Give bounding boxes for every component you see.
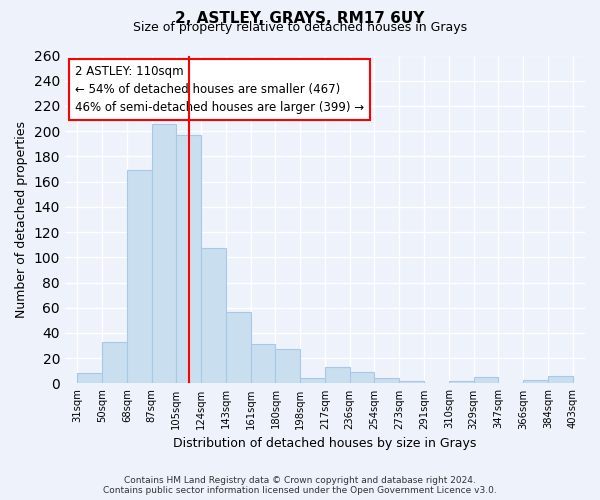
Bar — [251, 344, 275, 384]
Bar — [226, 312, 251, 384]
Bar — [523, 380, 548, 384]
Bar — [374, 378, 399, 384]
Text: Size of property relative to detached houses in Grays: Size of property relative to detached ho… — [133, 22, 467, 35]
Bar — [201, 248, 226, 384]
X-axis label: Distribution of detached houses by size in Grays: Distribution of detached houses by size … — [173, 437, 476, 450]
Bar — [399, 381, 424, 384]
Bar — [473, 377, 499, 384]
Bar — [275, 350, 300, 384]
Bar — [350, 372, 374, 384]
Bar — [127, 170, 152, 384]
Bar — [449, 381, 473, 384]
Bar — [102, 342, 127, 384]
Y-axis label: Number of detached properties: Number of detached properties — [15, 121, 28, 318]
Bar — [325, 367, 350, 384]
Text: 2, ASTLEY, GRAYS, RM17 6UY: 2, ASTLEY, GRAYS, RM17 6UY — [175, 11, 425, 26]
Text: 2 ASTLEY: 110sqm
← 54% of detached houses are smaller (467)
46% of semi-detached: 2 ASTLEY: 110sqm ← 54% of detached house… — [76, 66, 364, 114]
Bar — [152, 124, 176, 384]
Bar — [77, 374, 102, 384]
Text: Contains HM Land Registry data © Crown copyright and database right 2024.
Contai: Contains HM Land Registry data © Crown c… — [103, 476, 497, 495]
Bar — [300, 378, 325, 384]
Bar — [548, 376, 572, 384]
Bar — [176, 135, 201, 384]
